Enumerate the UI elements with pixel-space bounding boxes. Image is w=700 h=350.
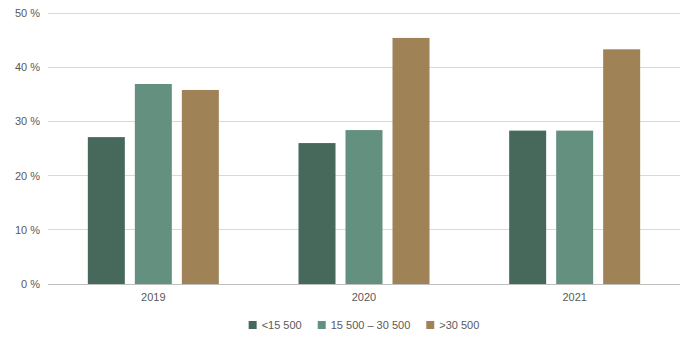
legend-swatch <box>426 321 434 329</box>
bars <box>88 38 640 284</box>
bar <box>346 130 383 284</box>
x-tick-labels: 2019 2020 2021 <box>141 291 587 303</box>
y-tick-label: 20 % <box>15 170 40 182</box>
x-tick-label: 2021 <box>562 291 586 303</box>
legend-label: <15 500 <box>262 319 302 331</box>
legend-swatch <box>318 321 326 329</box>
legend-item: <15 500 <box>249 319 302 331</box>
chart: 0 % 10 % 20 % 30 % 40 % 50 % 2019 2020 2021 <15 5… <box>0 0 700 350</box>
y-tick-label: 30 % <box>15 115 40 127</box>
x-tick-label: 2019 <box>141 291 165 303</box>
y-tick-label: 40 % <box>15 61 40 73</box>
legend-label: >30 500 <box>439 319 479 331</box>
bar <box>135 84 172 284</box>
y-tick-labels: 0 % 10 % 20 % 30 % 40 % 50 % <box>15 7 40 290</box>
bar <box>603 49 640 284</box>
legend: <15 500 15 500 – 30 500 >30 500 <box>249 319 480 331</box>
legend-item: 15 500 – 30 500 <box>318 319 411 331</box>
y-tick-label: 10 % <box>15 224 40 236</box>
bar <box>182 90 219 284</box>
y-tick-label: 50 % <box>15 7 40 19</box>
legend-swatch <box>249 321 257 329</box>
bar <box>299 143 336 284</box>
grid-line <box>48 13 680 14</box>
bar <box>88 137 125 284</box>
bar <box>393 38 430 284</box>
legend-label: 15 500 – 30 500 <box>331 319 411 331</box>
grid-line <box>48 67 680 68</box>
y-tick-label: 0 % <box>21 278 40 290</box>
x-tick-label: 2020 <box>352 291 376 303</box>
grid <box>48 13 680 284</box>
bar <box>556 131 593 284</box>
bar <box>509 131 546 284</box>
page: {"chart_data": {"type": "bar", "categori… <box>0 0 700 350</box>
legend-item: >30 500 <box>426 319 479 331</box>
